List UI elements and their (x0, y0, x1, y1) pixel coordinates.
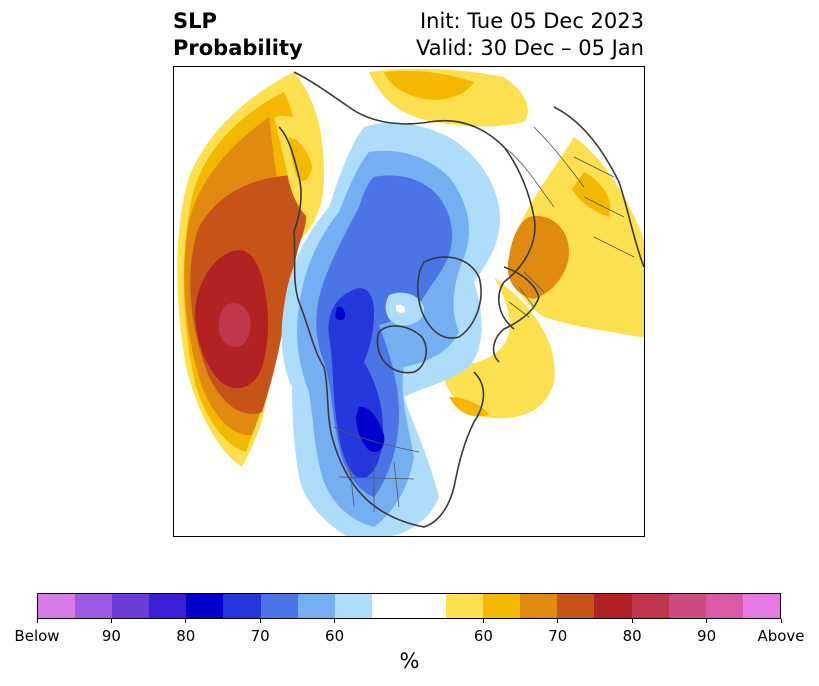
colorbar-segment (483, 594, 521, 618)
probability-map (173, 66, 645, 537)
above-60-atlantic (442, 277, 555, 419)
colorbar-segment (38, 594, 76, 618)
coastlines (278, 71, 644, 528)
border-europe (508, 271, 545, 318)
colorbar-tick (334, 619, 336, 623)
below-center-white (396, 304, 406, 313)
colorbar-segment (186, 594, 224, 618)
colorbar-tick-label: 90 (101, 627, 121, 645)
colorbar-segment (297, 594, 335, 618)
colorbar (37, 593, 781, 619)
colorbar-tick-label: 60 (473, 627, 493, 645)
units-label: % (399, 649, 420, 673)
colorbar-segment (594, 594, 632, 618)
colorbar-segment (371, 594, 409, 618)
colorbar-segment (149, 594, 187, 618)
colorbar-tick (185, 619, 187, 623)
border-us-states (338, 456, 415, 512)
colorbar-tick-label: 70 (250, 627, 270, 645)
border-russia (503, 126, 585, 208)
colorbar-tick (706, 619, 708, 623)
colorbar-labels: Below 90 80 70 60 60 70 80 90 Above (0, 627, 819, 647)
colorbar-tick (110, 619, 112, 623)
valid-date-label: Valid: 30 Dec – 05 Jan (415, 36, 644, 60)
colorbar-segment (75, 594, 113, 618)
colorbar-tick (780, 619, 782, 623)
coastline-europe (492, 266, 540, 363)
border-asia (573, 156, 635, 258)
colorbar-tick-label: 90 (697, 627, 717, 645)
colorbar-tick-label: 60 (325, 627, 345, 645)
below-80 (356, 406, 385, 453)
colorbar-segment (446, 594, 484, 618)
coastline-greenland (416, 256, 482, 339)
border-canada-us (333, 426, 420, 453)
coastline-hudson-bay (376, 325, 427, 374)
colorbar-tick-label: 70 (548, 627, 568, 645)
map-svg (177, 68, 644, 536)
init-date-label: Init: Tue 05 Dec 2023 (419, 9, 644, 33)
colorbar-segment (557, 594, 595, 618)
coastline-asia-east (553, 106, 644, 268)
colorbar-tick (482, 619, 484, 623)
colorbar-segment (705, 594, 743, 618)
coastline-eurasia (293, 71, 536, 330)
colorbar-tick (631, 619, 633, 623)
above-65-eurasia (384, 70, 474, 100)
colorbar-tick-label: 80 (622, 627, 642, 645)
title-line-product: Probability (173, 36, 303, 60)
colorbar-segment (334, 594, 372, 618)
title-line-variable: SLP (173, 9, 217, 33)
colorbar-segment (520, 594, 558, 618)
colorbar-segment (668, 594, 706, 618)
coastline-north-america (278, 126, 485, 528)
above-85-pacific (218, 302, 251, 347)
colorbar-tick-label: 80 (176, 627, 196, 645)
colorbar-tick (557, 619, 559, 623)
colorbar-tick (36, 619, 38, 623)
chart-title: SLP Probability (173, 8, 303, 62)
above-65-alaska (289, 137, 312, 181)
colorbar-tick-label: Below (14, 627, 60, 645)
colorbar-segment (408, 594, 447, 618)
colorbar-segment (260, 594, 298, 618)
colorbar-tick-label: Above (757, 627, 805, 645)
colorbar-segment (631, 594, 669, 618)
chart-dates: Init: Tue 05 Dec 2023 Valid: 30 Dec – 05… (416, 8, 644, 62)
above-70-russia (507, 216, 569, 299)
borders (333, 126, 635, 512)
colorbar-segment (742, 594, 780, 618)
colorbar-tick (259, 619, 261, 623)
colorbar-segment (223, 594, 261, 618)
colorbar-segment (112, 594, 150, 618)
below-80-canada (335, 306, 346, 321)
below-75-arctic (375, 240, 417, 282)
